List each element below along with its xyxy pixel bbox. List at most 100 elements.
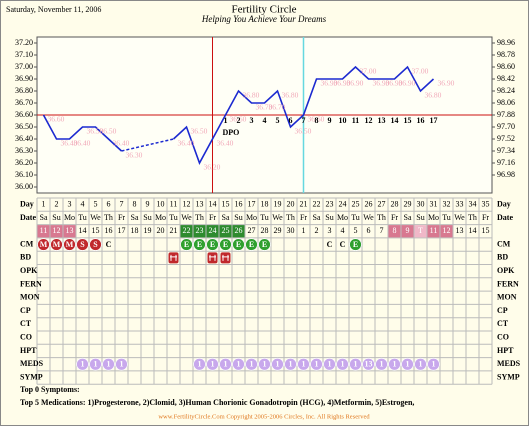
- value-label: 36.90: [438, 79, 455, 88]
- cell-text: C: [340, 240, 346, 249]
- row-label: CO: [20, 332, 32, 341]
- chart-subtitle: Helping You Achieve Your Dreams: [201, 14, 327, 24]
- x-tick-label: 2: [55, 199, 59, 208]
- value-label: 36.80: [425, 91, 442, 100]
- symptoms-footer: Top 0 Symptoms:: [20, 385, 80, 394]
- cell-text: 1: [328, 360, 332, 369]
- cell-badge: [193, 357, 206, 371]
- x-tick-label: 8: [133, 199, 137, 208]
- weekday: Mo: [155, 213, 166, 222]
- weekday: We: [272, 213, 283, 222]
- cell-badge: [401, 357, 414, 371]
- row-label: SYMP: [20, 372, 43, 381]
- cell-text: M: [40, 240, 48, 249]
- date: T: [418, 226, 423, 235]
- value-label: 36.40: [74, 139, 91, 148]
- x-tick-label: 15: [222, 199, 230, 208]
- y2-tick-label: 98.78: [497, 50, 515, 59]
- cell-badge: [258, 357, 271, 371]
- weekday: Tu: [78, 213, 87, 222]
- dpo-number: 17: [430, 116, 438, 125]
- cell-text: C: [106, 240, 112, 249]
- x-tick-label: 14: [209, 199, 217, 208]
- date: 29: [274, 226, 282, 235]
- date: 11: [40, 226, 48, 235]
- date: 18: [131, 226, 139, 235]
- weekday: Fr: [209, 213, 216, 222]
- x-tick-label: 23: [326, 199, 334, 208]
- date: 26: [235, 226, 243, 235]
- date: 14: [469, 226, 477, 235]
- cell-text: S: [93, 240, 98, 249]
- weekday: Fr: [391, 213, 398, 222]
- cell-text: E: [249, 240, 254, 249]
- cell-badge: [193, 238, 206, 251]
- date: 20: [157, 226, 165, 235]
- cell-badge: [63, 238, 76, 251]
- x-tick-label: 33: [456, 199, 464, 208]
- date-highlight: [63, 225, 76, 238]
- cell-badge: [219, 357, 232, 371]
- row-label: CM: [497, 239, 511, 248]
- cell-text: 1: [107, 360, 111, 369]
- x-tick-label: 13: [196, 199, 204, 208]
- x-tick-label: 27: [378, 199, 386, 208]
- dpo-number: 4: [263, 116, 267, 125]
- cell-text: 1: [341, 360, 345, 369]
- value-label: 36.90: [373, 79, 390, 88]
- value-label: 36.40: [61, 139, 78, 148]
- cell-badge: [76, 238, 89, 251]
- x-tick-label: 1: [42, 199, 46, 208]
- date: 11: [430, 226, 438, 235]
- x-tick-label: 19: [274, 199, 282, 208]
- row-label: FERN: [497, 279, 519, 288]
- bd-icon: [207, 252, 218, 264]
- x-tick-label: 7: [120, 199, 124, 208]
- value-label: 36.90: [386, 79, 403, 88]
- weekday: Mo: [428, 213, 439, 222]
- date: 9: [406, 226, 410, 235]
- date: 28: [261, 226, 269, 235]
- y2-tick-label: 98.24: [497, 86, 515, 95]
- date-highlight: [50, 225, 63, 238]
- row-label: CT: [20, 319, 32, 328]
- cell-text: 1: [81, 360, 85, 369]
- value-label: 37.00: [360, 67, 377, 76]
- cell-badge: [349, 238, 362, 251]
- row-label: MEDS: [497, 359, 521, 368]
- cell-text: M: [66, 240, 74, 249]
- value-label: 36.60: [230, 115, 247, 124]
- x-tick-label: 11: [170, 199, 178, 208]
- value-label: 36.70: [256, 103, 273, 112]
- cell-badge: [362, 357, 375, 371]
- date-highlight: [193, 225, 206, 238]
- row-label: CP: [20, 306, 31, 315]
- cell-badge: [50, 238, 63, 251]
- date-highlight: [37, 225, 50, 238]
- cell-badge: [102, 357, 115, 371]
- y-tick-label: 36.60: [15, 110, 33, 119]
- cell-text: C: [327, 240, 333, 249]
- y2-tick-label: 97.70: [497, 122, 515, 131]
- y-tick-label: 36.00: [15, 182, 33, 191]
- cell-badge: [206, 357, 219, 371]
- weekday: Su: [325, 213, 333, 222]
- date: 21: [170, 226, 178, 235]
- cell-badge: [349, 357, 362, 371]
- x-tick-label: 5: [94, 199, 98, 208]
- cell-text: 1: [302, 360, 306, 369]
- weekday: We: [454, 213, 465, 222]
- cell-badge: [37, 238, 50, 251]
- dpo-number: 6: [289, 116, 293, 125]
- weekday: Sa: [404, 213, 412, 222]
- y-tick-label: 36.40: [15, 134, 33, 143]
- y-tick-label: 37.00: [15, 62, 33, 71]
- dpo-number: 12: [365, 116, 373, 125]
- row-label: CT: [497, 319, 509, 328]
- cell-badge: [323, 357, 336, 371]
- y2-tick-label: 98.06: [497, 98, 515, 107]
- temperature-line: [42, 114, 123, 152]
- date: 15: [92, 226, 100, 235]
- date-highlight: [440, 225, 453, 238]
- cell-badge: [310, 357, 323, 371]
